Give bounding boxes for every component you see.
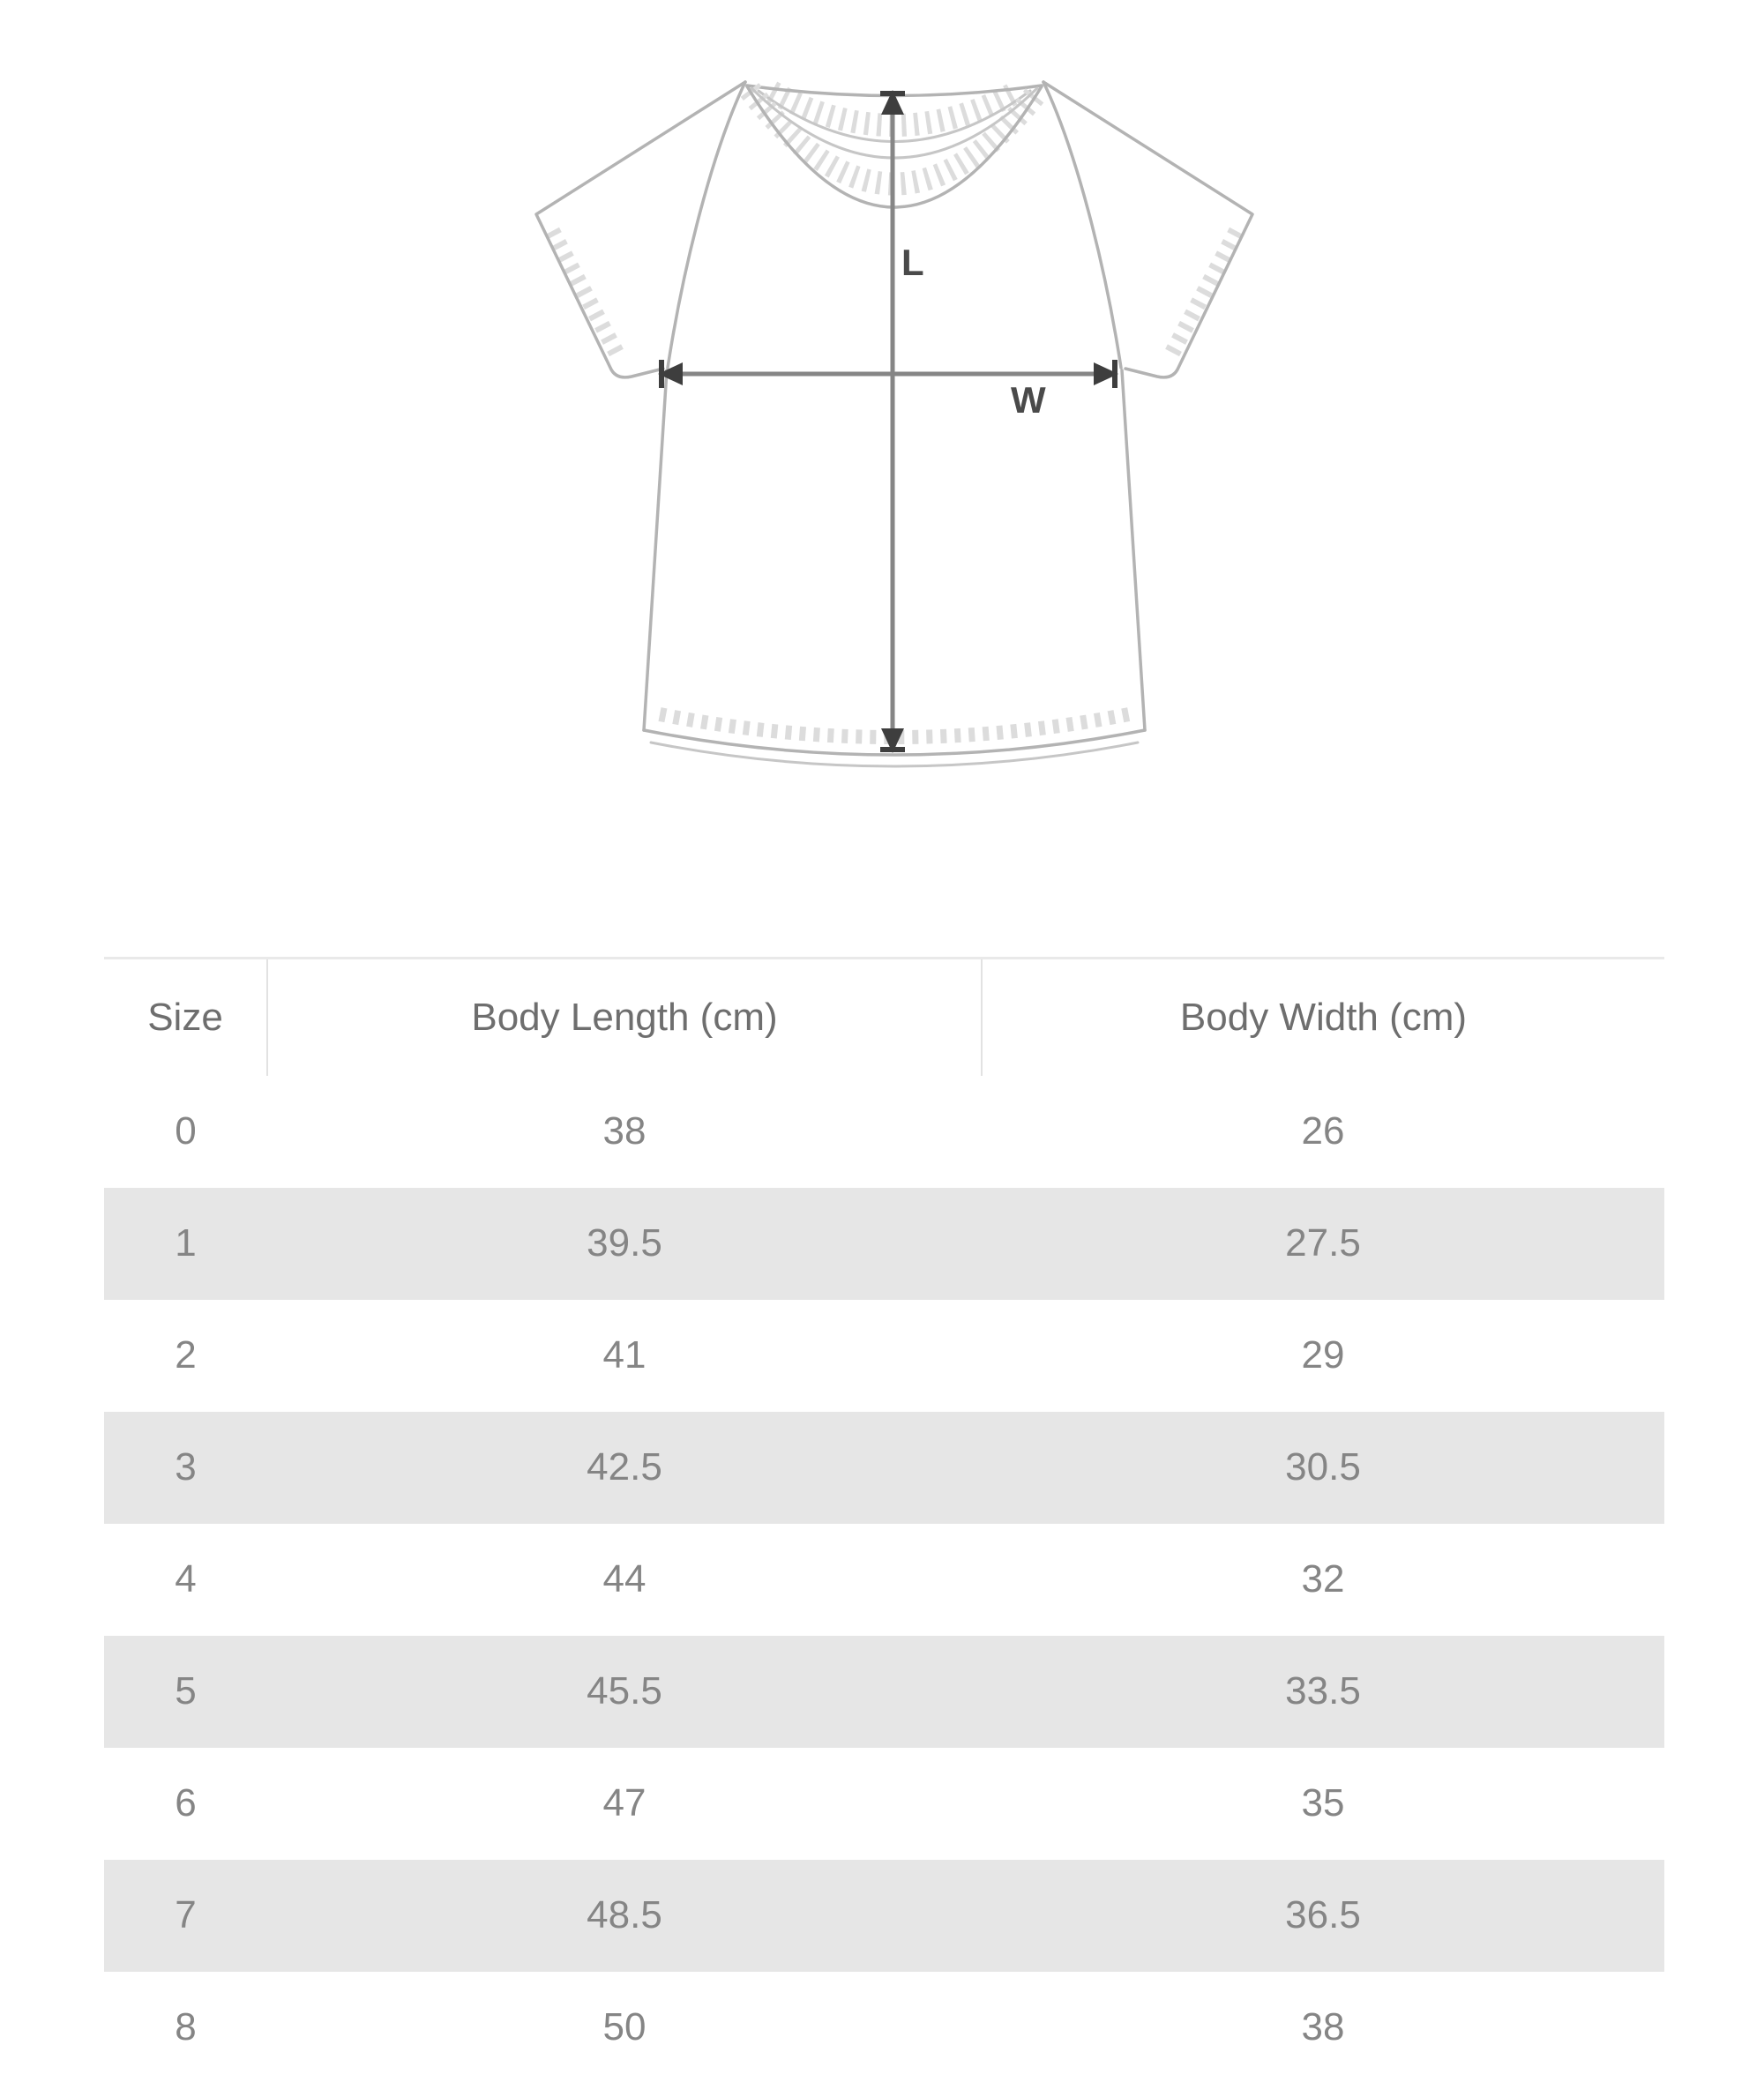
table-row: 1 39.5 27.5	[104, 1187, 1664, 1300]
body-length-cell: 47	[602, 1781, 647, 1825]
width-dimension-label: W	[1011, 379, 1046, 421]
body-length-cell: 45.5	[587, 1669, 662, 1713]
size-cell: 7	[175, 1893, 197, 1937]
table-row: 8 50 38	[104, 1972, 1664, 2084]
length-dimension-label: L	[901, 242, 924, 283]
size-cell: 5	[175, 1669, 197, 1713]
size-chart-body: 0 38 26 1 39.5 27.5 2 41 29 3 42.5 30.5 …	[104, 1076, 1664, 2084]
body-width-cell: 36.5	[1285, 1893, 1361, 1937]
body-width-cell: 32	[1301, 1557, 1345, 1601]
body-width-cell: 30.5	[1285, 1445, 1361, 1489]
body-width-cell: 29	[1301, 1333, 1345, 1377]
body-length-cell: 50	[602, 2005, 647, 2048]
table-row: 0 38 26	[104, 1076, 1664, 1188]
body-width-cell: 27.5	[1285, 1221, 1361, 1265]
right-armhole-seam	[1042, 80, 1123, 369]
hem-edge	[642, 728, 1147, 757]
body-width-cell: 38	[1301, 2005, 1345, 2048]
body-width-cell: 35	[1301, 1781, 1345, 1825]
tshirt-line-drawing: L W	[534, 80, 1254, 768]
size-chart-header: Size Body Length (cm) Body Width (cm)	[104, 958, 1664, 1076]
column-header-size: Size	[104, 958, 267, 1076]
body-width-cell: 26	[1301, 1109, 1345, 1153]
body-length-cell: 42.5	[587, 1445, 662, 1489]
body-width-cell: 33.5	[1285, 1669, 1361, 1713]
size-cell: 4	[175, 1557, 197, 1601]
left-armhole-seam	[666, 80, 747, 369]
table-row: 7 48.5 36.5	[104, 1859, 1664, 1972]
right-sleeve-stitching	[1164, 227, 1244, 359]
right-sleeve-outline	[1042, 80, 1254, 379]
body-length-cell: 38	[602, 1109, 647, 1153]
width-arrow-left-icon	[658, 362, 683, 385]
body-right-edge	[1120, 369, 1147, 732]
size-cell: 2	[175, 1333, 197, 1377]
body-length-cell: 39.5	[587, 1221, 662, 1265]
size-cell: 6	[175, 1781, 197, 1825]
size-cell: 3	[175, 1445, 197, 1489]
size-cell: 1	[175, 1221, 197, 1265]
left-sleeve-outline	[534, 80, 747, 379]
table-row: 4 44 32	[104, 1524, 1664, 1636]
column-header-body-width: Body Width (cm)	[981, 958, 1664, 1076]
hem-fold-line	[649, 741, 1140, 768]
length-arrow-bottom-icon	[881, 728, 904, 753]
header-row: Size Body Length (cm) Body Width (cm)	[104, 958, 1664, 1076]
left-sleeve-stitching	[545, 227, 624, 359]
body-length-cell: 44	[602, 1557, 647, 1601]
size-cell: 0	[175, 1109, 197, 1153]
size-chart-table: Size Body Length (cm) Body Width (cm) 0 …	[104, 957, 1664, 2084]
length-arrow-top-icon	[881, 90, 904, 115]
body-length-cell: 41	[602, 1333, 647, 1377]
column-header-body-length: Body Length (cm)	[266, 958, 982, 1076]
table-row: 2 41 29	[104, 1300, 1664, 1412]
body-left-edge	[642, 369, 669, 732]
width-arrow-right-icon	[1094, 362, 1118, 385]
body-length-cell: 48.5	[587, 1893, 662, 1937]
front-collar-ribbing	[740, 83, 1049, 196]
table-row: 5 45.5 33.5	[104, 1635, 1664, 1748]
table-row: 6 47 35	[104, 1748, 1664, 1860]
tshirt-measurement-diagram: L W	[0, 0, 1764, 957]
size-cell: 8	[175, 2005, 197, 2048]
table-row: 3 42.5 30.5	[104, 1411, 1664, 1524]
